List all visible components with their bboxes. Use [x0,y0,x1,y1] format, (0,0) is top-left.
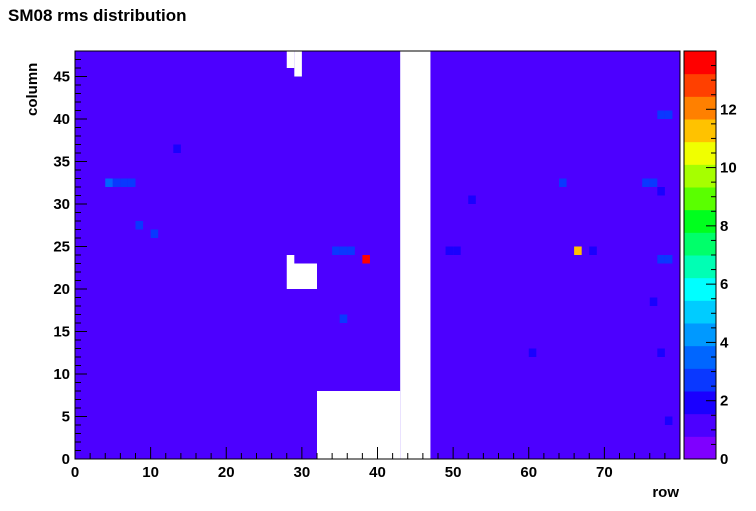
y-tick-label: 15 [53,324,70,341]
heatmap-cell [112,178,121,187]
heatmap-cell [528,348,537,357]
heatmap-cell [664,255,673,264]
heatmap-cell [173,144,181,153]
palette-bin [684,187,716,211]
heatmap-cell [642,178,650,187]
heatmap-cell [657,187,665,196]
palette-tick-label: 2 [720,393,728,410]
palette-bin [684,96,716,120]
y-tick-label: 35 [53,154,70,171]
heatmap-cell [347,246,355,255]
heatmap-cell [468,195,476,204]
x-tick-label: 50 [445,464,462,481]
axes: 0 10 20 30 40 50 60 70 0 5 10 15 20 25 30 35 40 45 [53,50,681,481]
palette-bin [684,119,716,143]
palette-bin [684,345,716,369]
heatmap-cell [649,178,658,187]
y-tick-label: 30 [53,196,70,213]
palette-tick-label: 10 [720,160,737,177]
y-tick-label: 10 [53,366,70,383]
heatmap-cell [657,255,665,264]
x-tick-label: 0 [71,464,79,481]
palette-bin [684,255,716,279]
heatmap-cell [559,178,567,187]
heatmap-cell [135,221,144,230]
palette-bin [684,391,716,415]
palette-tick-label: 12 [720,101,737,118]
heatmap-cell [649,297,658,306]
palette-bin [684,368,716,392]
x-tick-label: 60 [520,464,537,481]
y-tick-label: 45 [53,69,70,86]
heatmap-cell [445,246,454,255]
x-tick-label: 40 [369,464,386,481]
heatmap-cell [339,246,348,255]
y-tick-label: 5 [62,409,70,426]
heatmap-cell [574,246,582,255]
heatmap-cell [150,229,159,238]
x-tick-label: 20 [218,464,235,481]
empty-region [294,59,302,77]
heatmap-cell [332,246,340,255]
y-tick-label: 25 [53,239,70,256]
palette-bin [684,277,716,301]
x-tick-label: 10 [142,464,159,481]
palette-bin [684,436,716,460]
palette-tick-label: 4 [720,334,729,351]
palette-bin [684,51,716,75]
chart-title: SM08 rms distribution [8,6,187,25]
heatmap-cell [127,178,136,187]
heatmap-cell [657,348,665,357]
heatmap-cell [589,246,597,255]
palette-bin [684,141,716,165]
empty-region [317,391,401,459]
empty-region [400,51,431,459]
palette-bin [684,232,716,256]
empty-region [286,51,295,68]
heatmap-cell [664,110,673,119]
palette-bin [684,209,716,233]
palette-bin [684,323,716,347]
palette-bin [684,164,716,188]
y-tick-label: 20 [53,281,70,298]
x-axis-title: row [652,484,679,501]
palette-tick-label: 6 [720,276,728,293]
heatmap-cell [453,246,461,255]
heatmap-cell [362,255,370,264]
heatmap-cell [664,416,673,425]
color-palette: 0 2 4 6 8 10 12 [683,50,737,468]
heatmap-cells [105,51,673,459]
heatmap-cell [339,314,348,323]
y-tick-label: 40 [53,111,70,128]
palette-tick-label: 0 [720,451,728,468]
x-tick-label: 70 [596,464,613,481]
y-tick-label: 0 [62,451,70,468]
y-axis-title: column [24,63,41,116]
palette-bin [684,73,716,97]
heatmap-cell [120,178,128,187]
palette-tick-label: 8 [720,218,728,235]
heatmap-cell [105,178,113,187]
empty-region [294,51,302,60]
x-tick-label: 30 [294,464,311,481]
empty-region [286,263,317,289]
palette-bin [684,413,716,437]
empty-region [286,255,295,264]
heatmap-cell [657,110,665,119]
palette-bin [684,300,716,324]
